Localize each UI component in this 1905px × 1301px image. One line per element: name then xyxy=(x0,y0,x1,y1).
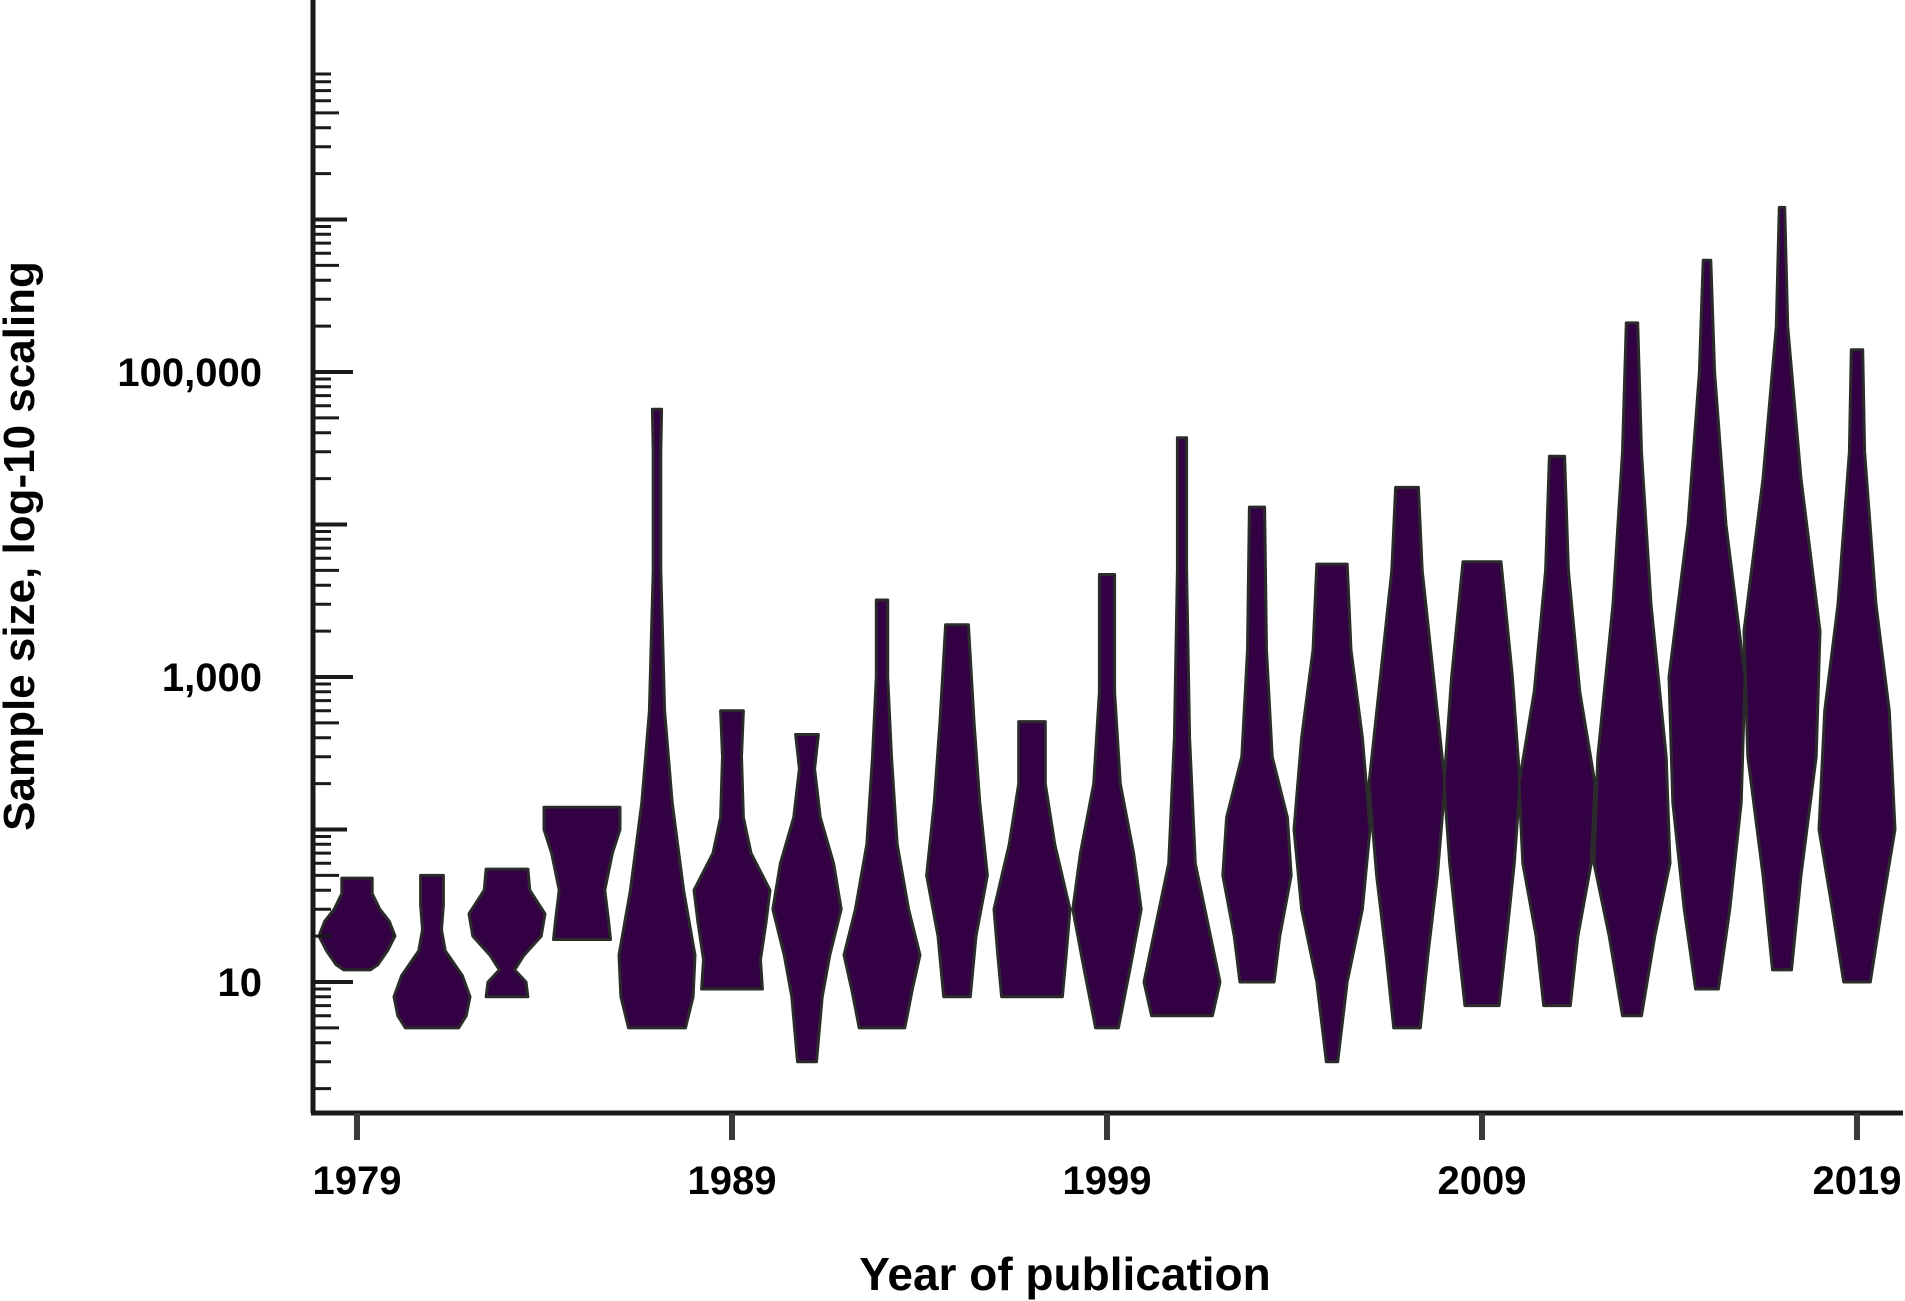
violin-2003 xyxy=(1221,505,1293,984)
violin-1981 xyxy=(392,873,472,1030)
violin-2013 xyxy=(1592,321,1672,1018)
y-tick-label: 1,000 xyxy=(162,656,262,700)
violin-2005 xyxy=(1292,562,1372,1064)
violin-2001 xyxy=(1142,436,1222,1018)
x-tick-label: 2009 xyxy=(1438,1159,1527,1203)
violin-2011 xyxy=(1517,454,1597,1008)
violin-2015 xyxy=(1667,258,1747,991)
violin-1979 xyxy=(317,876,397,972)
violin-1991 xyxy=(771,733,843,1064)
violin-1989 xyxy=(692,709,772,991)
x-tick-label: 1989 xyxy=(688,1159,777,1203)
x-tick-label: 1999 xyxy=(1063,1159,1152,1203)
y-axis-label: Sample size, log-10 scaling xyxy=(0,261,44,831)
violin-2007 xyxy=(1367,485,1447,1030)
y-tick-label: 100,000 xyxy=(117,351,262,395)
violin-1997 xyxy=(992,720,1072,999)
y-axis-ticks: 10 1,000 100,000 xyxy=(117,72,353,1091)
violin-1993 xyxy=(842,598,922,1030)
y-tick-label: 10 xyxy=(218,961,263,1005)
violin-2009 xyxy=(1442,560,1522,1008)
violin-1983 xyxy=(467,867,547,999)
violin-2019 xyxy=(1817,348,1897,984)
x-tick-label: 1979 xyxy=(313,1159,402,1203)
x-tick-label: 2019 xyxy=(1813,1159,1902,1203)
violin-1985 xyxy=(542,805,622,941)
violin-2017 xyxy=(1742,205,1822,972)
violin-1995 xyxy=(925,623,989,999)
violin-1987 xyxy=(617,407,697,1030)
violin-1999 xyxy=(1071,573,1143,1030)
x-axis-label: Year of publication xyxy=(859,1248,1271,1300)
x-axis-ticks: 1979 1989 1999 2009 2019 xyxy=(313,1113,1902,1203)
violins-layer xyxy=(317,205,1897,1064)
